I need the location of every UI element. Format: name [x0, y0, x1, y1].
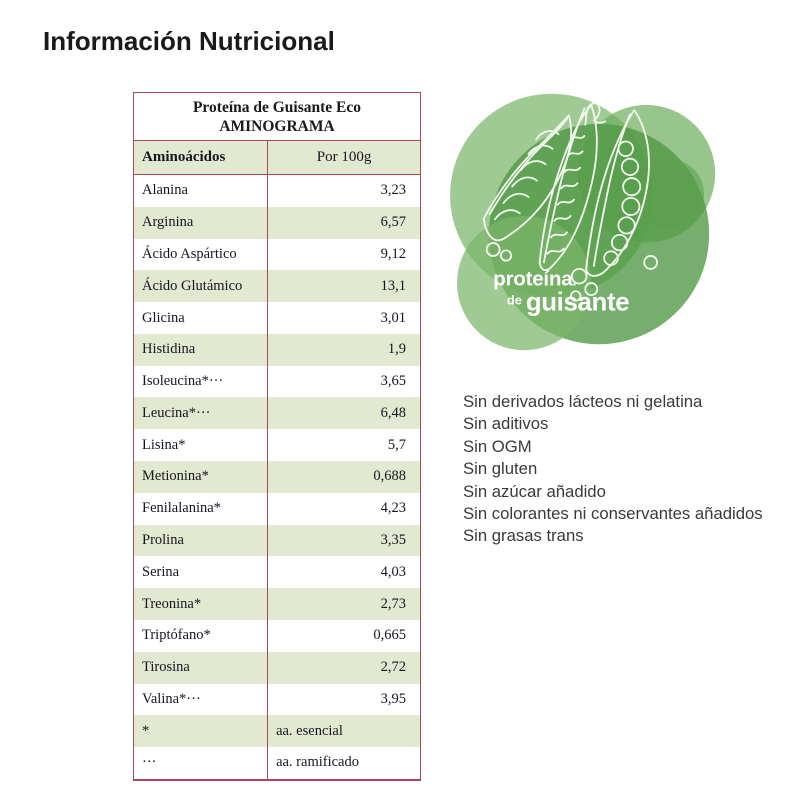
- svg-text:de: de: [507, 293, 522, 308]
- svg-text:guisante: guisante: [526, 289, 629, 317]
- svg-text:proteína.: proteína.: [493, 268, 576, 291]
